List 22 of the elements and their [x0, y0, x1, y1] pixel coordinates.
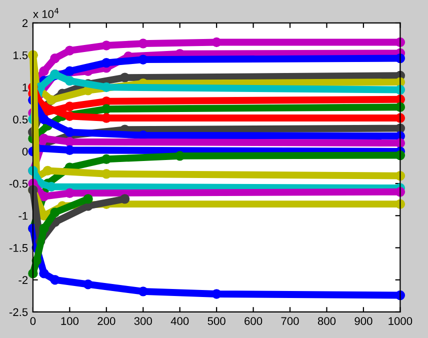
x-tick-label: 900	[354, 317, 372, 325]
y-tick-label: 1	[22, 84, 28, 92]
x-tick-label: 700	[281, 317, 299, 325]
x-tick-label: 800	[318, 317, 336, 325]
y-tick-label: 1.5	[14, 51, 28, 60]
x-tick-label: 100	[61, 317, 79, 325]
x-tick-label: 300	[134, 317, 152, 325]
x-tick-label: 400	[170, 317, 189, 325]
y-tick-label: 0	[22, 148, 28, 156]
x-tick-label: 500	[208, 317, 226, 325]
x-tick-label: 0	[30, 317, 36, 325]
y-tick-label: -1	[18, 212, 28, 220]
y-tick-label: 0.5	[13, 116, 28, 124]
x-tick-label: 1000	[388, 317, 412, 325]
x-tick-label: 600	[244, 317, 262, 325]
text: x 10$^{4}$	[33, 8, 59, 18]
y-tick-label: -2.5	[9, 308, 28, 316]
y-tick-label: 2	[22, 19, 28, 28]
x-tick-label: 200	[98, 317, 116, 325]
y-tick-label: -2	[18, 276, 28, 284]
y-tick-label: -0.5	[9, 180, 28, 188]
y-tick-label: -1.5	[9, 244, 28, 252]
